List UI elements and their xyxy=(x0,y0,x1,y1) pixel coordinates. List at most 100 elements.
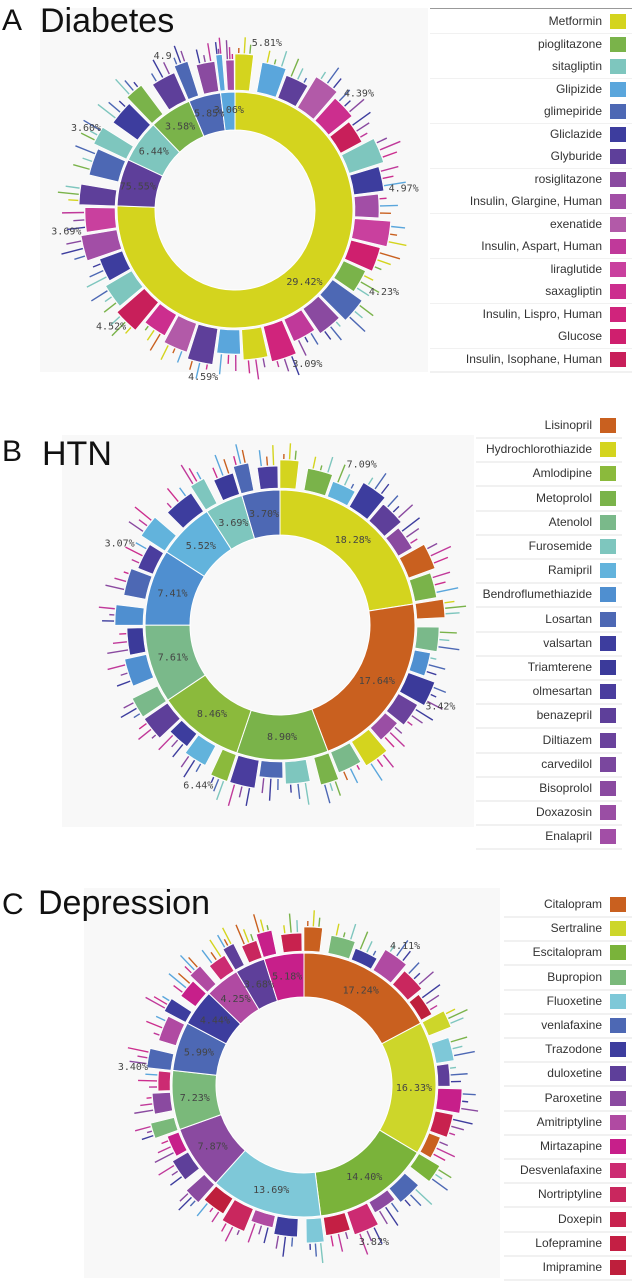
legend-item[interactable]: Bupropion xyxy=(504,967,632,991)
legend-item[interactable]: Escitalopram xyxy=(504,942,632,966)
percent-label: 3.68% xyxy=(244,980,274,991)
outer-segment[interactable] xyxy=(281,933,302,953)
legend-swatch xyxy=(610,37,626,52)
legend-item[interactable]: pioglitazone xyxy=(430,34,632,58)
outer-segment[interactable] xyxy=(431,1038,454,1064)
legend-item[interactable]: Desvenlafaxine xyxy=(504,1160,632,1184)
legend-item[interactable]: Insulin, Glargine, Human xyxy=(430,191,632,215)
outer-spike xyxy=(104,303,116,312)
outer-segment[interactable] xyxy=(409,573,436,601)
legend-item[interactable]: Amitriptyline xyxy=(504,1112,632,1136)
legend-item[interactable]: Triamterene xyxy=(476,657,622,681)
legend-item[interactable]: Doxepin xyxy=(504,1209,632,1233)
legend-item[interactable]: Insulin, Lispro, Human xyxy=(430,304,632,328)
legend-item[interactable]: Furosemide xyxy=(476,536,622,560)
outer-segment[interactable] xyxy=(354,194,379,218)
outer-segment[interactable] xyxy=(79,184,117,206)
outer-spike xyxy=(350,317,365,331)
outer-segment[interactable] xyxy=(196,61,218,94)
legend-item[interactable]: Amlodipine xyxy=(476,463,622,487)
legend-item[interactable]: Paroxetine xyxy=(504,1088,632,1112)
legend-item[interactable]: Losartan xyxy=(476,609,622,633)
outer-spike xyxy=(226,40,227,59)
outer-spike xyxy=(225,1227,232,1241)
outer-segment[interactable] xyxy=(285,760,310,784)
outer-spike xyxy=(217,781,224,800)
outer-segment[interactable] xyxy=(147,1049,174,1071)
legend-item[interactable]: Bisoprolol xyxy=(476,778,622,802)
legend-item[interactable]: Glyburide xyxy=(430,146,632,170)
outer-segment[interactable] xyxy=(217,329,241,354)
legend-item[interactable]: Glucose xyxy=(430,326,632,350)
outer-segment[interactable] xyxy=(437,1064,450,1086)
legend-item[interactable]: Nortriptyline xyxy=(504,1184,632,1208)
outer-spike xyxy=(174,986,183,993)
outer-spike xyxy=(196,50,199,64)
percent-label: 18.28% xyxy=(335,535,371,546)
outer-spike xyxy=(360,133,367,137)
legend-item[interactable]: Citalopram xyxy=(504,894,632,918)
outer-spike xyxy=(239,787,242,798)
outer-segment[interactable] xyxy=(235,54,253,91)
legend-item[interactable]: glimepiride xyxy=(430,101,632,125)
legend-item[interactable]: Atenolol xyxy=(476,512,622,536)
legend-item[interactable]: Trazodone xyxy=(504,1039,632,1063)
legend-item[interactable]: venlafaxine xyxy=(504,1015,632,1039)
legend-item[interactable]: Doxazosin xyxy=(476,802,622,826)
legend-item[interactable]: Glipizide xyxy=(430,79,632,103)
legend-item[interactable]: Hydrochlorothiazide xyxy=(476,439,622,463)
legend-item[interactable]: Metformin xyxy=(430,11,632,35)
legend-item[interactable]: Metoprolol xyxy=(476,488,622,512)
legend-item[interactable]: Diltiazem xyxy=(476,730,622,754)
legend-item[interactable]: duloxetine xyxy=(504,1063,632,1087)
outer-segment[interactable] xyxy=(274,1216,298,1237)
outer-spike xyxy=(145,1074,157,1075)
legend-item[interactable]: benazepril xyxy=(476,705,622,729)
outer-segment[interactable] xyxy=(242,327,268,360)
inner-segment-hydrochlorothiazide[interactable] xyxy=(280,490,413,611)
legend-item[interactable]: olmesartan xyxy=(476,681,622,705)
outer-segment[interactable] xyxy=(226,60,234,90)
legend-item[interactable]: Insulin, Aspart, Human xyxy=(430,236,632,260)
outer-segment[interactable] xyxy=(115,605,144,625)
legend-item[interactable]: sitagliptin xyxy=(430,56,632,80)
outer-segment[interactable] xyxy=(242,941,262,963)
legend-label: Bupropion xyxy=(547,970,602,984)
legend-item[interactable]: Ramipril xyxy=(476,560,622,584)
legend-label: Lofepramine xyxy=(535,1236,602,1250)
outer-segment[interactable] xyxy=(304,468,332,495)
legend-swatch xyxy=(610,172,626,187)
legend-item[interactable]: rosiglitazone xyxy=(430,169,632,193)
legend-item[interactable]: carvedilol xyxy=(476,754,622,778)
legend-label: Doxepin xyxy=(558,1212,602,1226)
outer-segment[interactable] xyxy=(304,927,322,952)
legend-item[interactable]: Gliclazide xyxy=(430,124,632,148)
legend-item[interactable]: Fluoxetine xyxy=(504,991,632,1015)
legend-item[interactable]: saxagliptin xyxy=(430,281,632,305)
legend-item[interactable]: Bendroflumethiazide xyxy=(476,584,622,608)
outer-segment[interactable] xyxy=(158,1071,171,1091)
percent-label: 5.18% xyxy=(272,971,302,982)
outer-segment[interactable] xyxy=(280,460,299,489)
outer-segment[interactable] xyxy=(127,628,146,655)
outer-segment[interactable] xyxy=(323,1213,350,1236)
outer-segment[interactable] xyxy=(415,627,439,652)
outer-segment[interactable] xyxy=(152,1092,172,1114)
outer-segment[interactable] xyxy=(85,208,116,233)
legend-item[interactable]: Insulin, Isophane, Human xyxy=(430,349,632,373)
outer-segment[interactable] xyxy=(436,1088,462,1113)
legend-item[interactable]: Lofepramine xyxy=(504,1233,632,1257)
legend-item[interactable]: valsartan xyxy=(476,633,622,657)
outer-segment[interactable] xyxy=(259,761,283,778)
legend-item[interactable]: liraglutide xyxy=(430,259,632,283)
legend-item[interactable]: Sertraline xyxy=(504,918,632,942)
legend-item[interactable]: Mirtazapine xyxy=(504,1136,632,1160)
outer-segment[interactable] xyxy=(257,466,278,489)
legend-item[interactable]: Imipramine xyxy=(504,1257,632,1281)
outer-spike xyxy=(73,165,89,170)
outer-segment[interactable] xyxy=(415,599,445,618)
outer-segment[interactable] xyxy=(306,1218,324,1243)
legend-item[interactable]: Enalapril xyxy=(476,826,622,850)
legend-item[interactable]: exenatide xyxy=(430,214,632,238)
legend-item[interactable]: Lisinopril xyxy=(476,415,622,439)
